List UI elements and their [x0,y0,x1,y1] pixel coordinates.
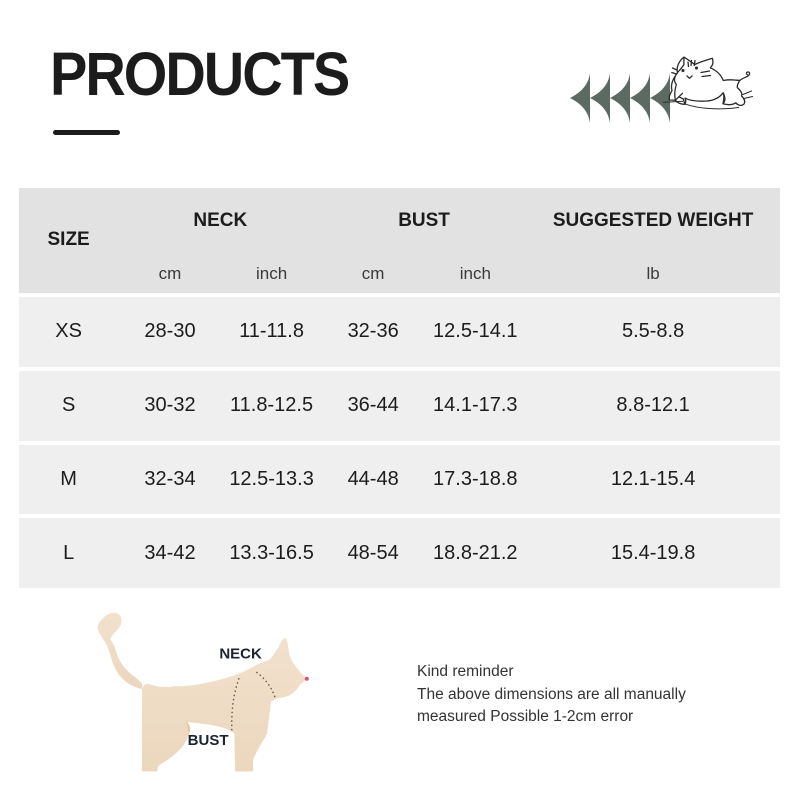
svg-text:NECK: NECK [219,646,262,663]
svg-text:BUST: BUST [188,732,229,749]
